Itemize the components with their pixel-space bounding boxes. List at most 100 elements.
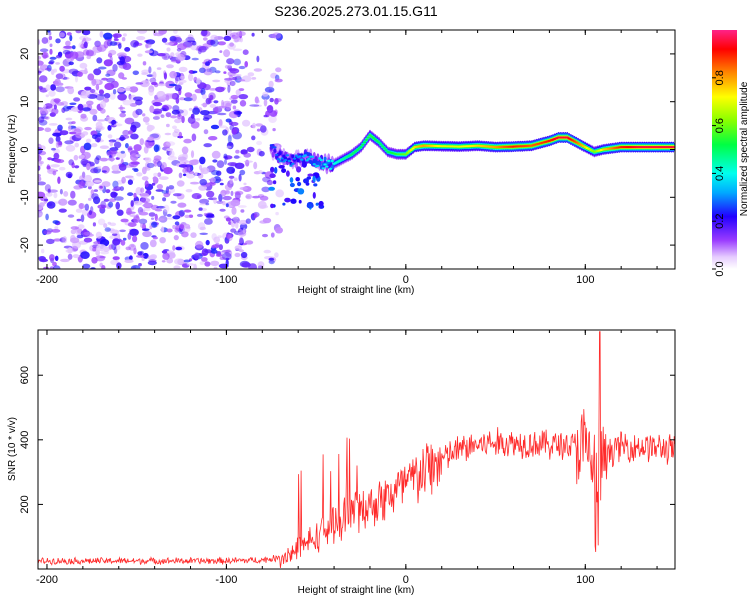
noise-blob (38, 116, 45, 123)
noise-blob (38, 160, 44, 165)
ridge-cell (364, 138, 368, 141)
noise-blob (142, 113, 146, 117)
colorbar-tick-label: 0.0 (714, 261, 726, 276)
noise-blob (38, 60, 44, 66)
noise-blob (218, 193, 223, 202)
noise-blob (48, 61, 54, 65)
noise-blob (216, 160, 225, 169)
noise-blob (160, 107, 167, 112)
noise-blob (256, 128, 261, 132)
noise-blob (232, 73, 242, 77)
noise-blob (196, 213, 203, 217)
noise-blob (218, 244, 223, 251)
noise-blob (44, 184, 52, 192)
noise-blob (225, 102, 232, 111)
noise-blob (148, 212, 156, 217)
noise-blob (92, 222, 96, 227)
noise-blob (58, 82, 64, 86)
noise-blob (67, 214, 75, 218)
noise-blob (263, 114, 268, 118)
noise-blob (200, 88, 206, 96)
noise-blob (38, 176, 42, 182)
noise-blob (172, 131, 179, 138)
noise-blob (272, 128, 276, 132)
noise-blob (53, 98, 61, 103)
noise-blob (155, 189, 164, 192)
noise-blob (113, 186, 121, 192)
noise-blob (224, 64, 230, 69)
noise-blob (206, 190, 215, 198)
noise-blob (70, 226, 80, 230)
noise-blob (136, 254, 145, 258)
noise-blob (188, 70, 195, 74)
noise-blob (199, 261, 205, 266)
noise-blob (99, 31, 104, 38)
noise-blob (111, 170, 121, 174)
ridge-cell (289, 164, 293, 167)
noise-blob (163, 72, 167, 80)
noise-blob (112, 89, 117, 95)
noise-blob (261, 186, 271, 193)
ridge-cell (278, 151, 282, 156)
noise-blob (200, 167, 210, 175)
noise-blob (125, 211, 136, 214)
noise-blob (229, 178, 234, 184)
noise-blob (151, 217, 154, 220)
ridge-cell (671, 146, 675, 149)
noise-blob (179, 224, 185, 230)
noise-blob (57, 124, 63, 131)
noise-blob (158, 176, 169, 181)
noise-blob (170, 115, 178, 119)
noise-blob (109, 229, 120, 234)
noise-blob (188, 159, 199, 166)
noise-blob (215, 253, 223, 257)
ridge-cell (284, 159, 288, 162)
noise-blob (145, 43, 152, 48)
ridge-cell (284, 197, 291, 203)
ridge-cell (355, 148, 359, 152)
noise-blob (105, 189, 111, 194)
noise-blob (199, 198, 210, 204)
ridge-cell (327, 159, 331, 162)
noise-blob (198, 46, 207, 53)
noise-blob (83, 142, 92, 151)
noise-blob (91, 134, 98, 140)
noise-blob (166, 123, 170, 128)
noise-blob (105, 116, 113, 123)
noise-blob (45, 94, 49, 98)
noise-blob (50, 84, 57, 91)
ridge-cell (275, 153, 279, 156)
noise-blob (149, 225, 153, 230)
noise-blob (109, 140, 114, 147)
noise-blob (100, 200, 106, 209)
noise-blob (210, 177, 216, 183)
noise-blob (86, 162, 91, 171)
noise-blob (81, 131, 89, 136)
noise-blob (103, 59, 113, 67)
noise-blob (223, 153, 228, 159)
noise-blob (108, 150, 118, 155)
noise-blob (105, 73, 111, 77)
noise-blob (257, 194, 265, 198)
noise-blob (170, 52, 175, 58)
noise-blob (128, 130, 133, 135)
noise-blob (253, 104, 262, 108)
noise-blob (55, 86, 65, 93)
noise-blob (204, 218, 213, 225)
noise-blob (74, 165, 80, 169)
noise-blob (162, 209, 168, 217)
noise-blob (153, 144, 160, 153)
noise-blob (188, 107, 193, 111)
noise-blob (79, 62, 88, 69)
noise-blob (38, 127, 45, 131)
noise-blob (202, 117, 210, 121)
y-tick-label: 20 (19, 48, 31, 60)
noise-blob (38, 39, 41, 45)
noise-blob (53, 158, 62, 163)
noise-blob (153, 155, 162, 162)
noise-blob (230, 99, 238, 104)
noise-blob (89, 108, 98, 115)
noise-blob (268, 115, 277, 123)
noise-blob (184, 92, 193, 98)
noise-blob (243, 160, 253, 163)
